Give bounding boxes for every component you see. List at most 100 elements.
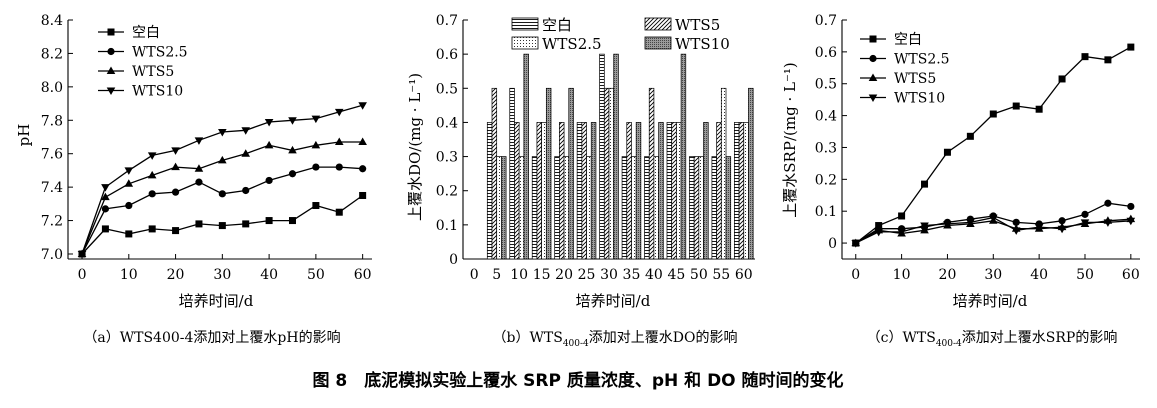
data-point — [194, 137, 204, 145]
data-point — [124, 167, 134, 175]
bar — [748, 87, 754, 260]
panel-b-xlabel: 培养时间/d — [576, 292, 651, 310]
data-point — [147, 170, 157, 179]
bar — [711, 156, 717, 260]
data-point — [77, 250, 87, 259]
y-tick-label: 0 — [828, 236, 837, 252]
data-point — [1127, 202, 1135, 211]
bar — [608, 87, 615, 260]
bar — [599, 53, 605, 260]
panel-c-caption-suffix: 添加对上覆水SRP的影响 — [962, 330, 1118, 346]
data-point — [1127, 43, 1135, 51]
bar — [698, 156, 704, 260]
legend-marker — [868, 73, 878, 81]
legend-marker — [869, 54, 877, 63]
figure-caption: 图 8 底泥模拟实验上覆水 SRP 质量浓度、pH 和 DO 随时间的变化 — [312, 370, 843, 391]
bar — [581, 122, 587, 260]
legend-label: WTS2.5 — [542, 35, 602, 53]
bar — [720, 87, 727, 260]
data-point — [897, 228, 906, 237]
panel-a-ylabel: pH — [15, 124, 33, 147]
x-tick-label: 45 — [667, 267, 685, 283]
y-tick-label: 8.2 — [41, 46, 63, 62]
bar — [554, 156, 560, 260]
bar — [734, 122, 740, 260]
data-point — [218, 128, 227, 137]
legend-label: WTS2.5 — [894, 52, 950, 68]
data-point — [172, 227, 180, 235]
data-point — [1104, 56, 1112, 64]
x-tick-label: 40 — [645, 267, 663, 283]
panel-b-caption: （b）WTS400-4添加对上覆水DO的影响 — [493, 330, 738, 349]
legend-swatch — [644, 17, 672, 31]
legend-marker — [106, 66, 116, 74]
x-tick-label: 60 — [735, 267, 753, 283]
data-point — [101, 192, 110, 201]
x-tick-label: 40 — [260, 267, 278, 283]
bar — [576, 122, 583, 260]
bar — [491, 87, 498, 260]
legend-swatch — [644, 36, 672, 50]
bar — [738, 122, 745, 260]
data-point — [288, 170, 297, 178]
data-point — [288, 145, 297, 154]
y-tick-label: 0.2 — [815, 172, 837, 188]
legend-label: WTS5 — [132, 64, 174, 80]
y-tick-label: 7.6 — [41, 147, 63, 163]
series-line-1 — [81, 166, 363, 255]
x-tick-label: 55 — [712, 267, 730, 283]
data-point — [171, 162, 180, 171]
x-tick-label: 35 — [623, 267, 641, 283]
panel-b-ylabel: 上覆水DO/(mg · L⁻¹) — [406, 73, 424, 221]
data-point — [851, 240, 861, 248]
data-point — [335, 163, 343, 171]
bar — [536, 122, 542, 260]
data-point — [171, 188, 180, 196]
data-point — [1012, 102, 1020, 110]
data-point — [898, 212, 906, 220]
x-tick-label: 10 — [120, 267, 138, 283]
data-point — [147, 152, 157, 160]
data-point — [966, 132, 974, 140]
y-tick-label: 7.8 — [41, 113, 63, 129]
x-tick-label: 30 — [600, 267, 618, 283]
data-point — [265, 176, 273, 185]
y-tick-label: 7.4 — [41, 180, 63, 196]
data-point — [943, 220, 952, 229]
legend-label: WTS10 — [675, 35, 730, 53]
x-tick-label: 50 — [690, 267, 708, 283]
data-point — [124, 179, 134, 187]
data-point — [966, 219, 975, 227]
bar — [559, 122, 565, 260]
data-point — [195, 178, 203, 186]
y-tick-label: 0.4 — [436, 115, 458, 131]
bar — [635, 122, 642, 260]
panel-c-caption-prefix: （c）WTS — [867, 330, 936, 346]
x-tick-label: 0 — [78, 267, 87, 283]
series-line-3 — [81, 104, 363, 255]
bar — [603, 87, 610, 260]
legend-label: WTS10 — [894, 91, 945, 107]
y-tick-label: 0.1 — [436, 218, 458, 234]
y-tick-label: 0.7 — [815, 13, 837, 29]
bar — [703, 122, 709, 260]
data-point — [311, 140, 321, 149]
bar — [653, 156, 659, 260]
legend-label: WTS2.5 — [132, 45, 188, 61]
legend-marker — [107, 47, 115, 56]
panel-c-caption: （c）WTS400-4添加对上覆水SRP的影响 — [867, 330, 1118, 349]
data-point — [264, 118, 274, 127]
x-tick-label: 40 — [1030, 267, 1048, 283]
data-point — [148, 190, 156, 198]
y-tick-label: 0.2 — [436, 184, 458, 200]
bar — [586, 156, 592, 260]
panel-a-caption: （a）WTS400-4添加对上覆水pH的影响 — [83, 330, 340, 346]
panel-b-caption-suffix: 添加对上覆水DO的影响 — [589, 330, 738, 346]
legend-label: WTS10 — [132, 84, 183, 100]
data-point — [265, 217, 273, 225]
legend-swatch — [511, 17, 539, 31]
data-point — [218, 155, 227, 164]
data-point — [195, 220, 203, 228]
bar — [531, 156, 538, 260]
x-tick-label: 60 — [1122, 267, 1140, 283]
